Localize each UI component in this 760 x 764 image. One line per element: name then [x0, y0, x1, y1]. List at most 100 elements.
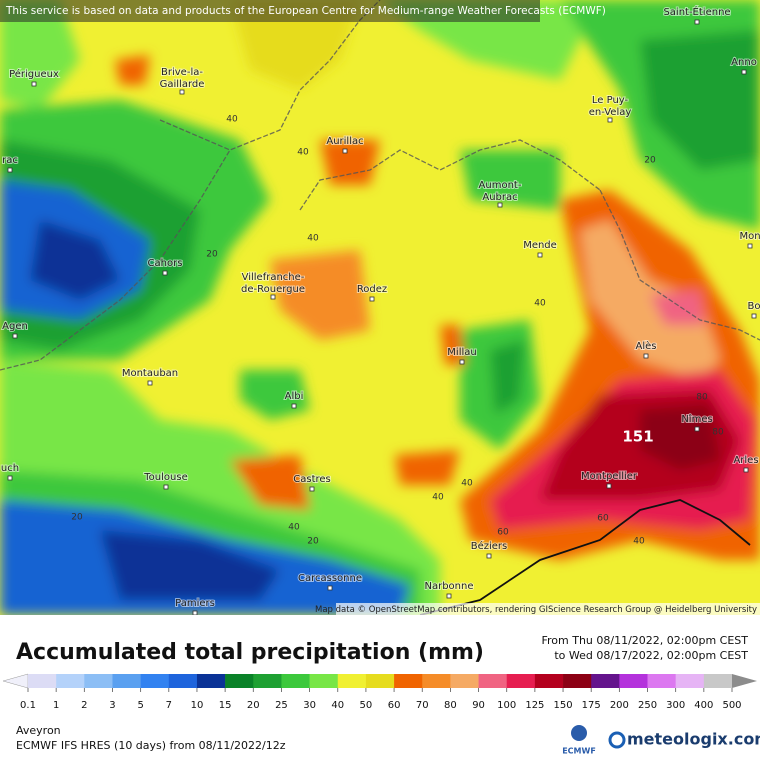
area — [230, 455, 310, 510]
border — [599, 189, 760, 341]
city-name: Brive-la-Gaillarde — [160, 67, 205, 90]
notice: This service is based on data and produc… — [5, 5, 606, 17]
scale-box — [478, 674, 508, 688]
period-from: From Thu 08/11/2022, 02:00pm CEST — [541, 634, 748, 647]
scale-box — [675, 674, 705, 688]
ecmwf-icon — [571, 725, 587, 741]
area — [640, 30, 760, 170]
scale-tick-label: 70 — [416, 700, 429, 711]
scale-box — [506, 674, 536, 688]
scale-tick-label: 90 — [472, 700, 485, 711]
city-name: Toulouse — [143, 472, 187, 483]
attribution-background — [336, 603, 760, 615]
scale-tick-label: 250 — [638, 700, 657, 711]
city-name: Pamiers — [175, 598, 215, 609]
border — [299, 139, 601, 211]
scale-box — [112, 674, 141, 688]
contour-label: 60 — [597, 514, 609, 524]
city-marker — [607, 117, 613, 123]
meteologix-logo: meteologix.com — [627, 730, 760, 749]
city-marker — [31, 81, 37, 87]
scale-box — [534, 674, 564, 688]
city-name: Montauban — [122, 368, 178, 379]
city-name: Rodez — [357, 284, 387, 295]
scale-box — [281, 674, 310, 688]
city-name: Anno — [731, 57, 757, 68]
scale-box — [563, 674, 592, 688]
city-marker — [694, 426, 700, 432]
city-name: Albi — [285, 391, 304, 402]
area — [230, 0, 360, 90]
scale-tick-label: 300 — [666, 700, 685, 711]
city-marker — [369, 296, 375, 302]
contour-label: 80 — [696, 393, 708, 403]
area — [440, 325, 465, 365]
contour-label: 20 — [71, 513, 83, 523]
scale-box — [196, 674, 226, 688]
city-name: Carcassonne — [298, 573, 362, 584]
scale-tick-label: 15 — [219, 700, 232, 711]
contour-label: 40 — [633, 537, 645, 547]
scale-tick-label: 500 — [722, 700, 741, 711]
contour-label: 40 — [226, 115, 238, 125]
notice-background — [0, 0, 540, 22]
area — [270, 250, 370, 340]
city-marker — [12, 333, 18, 339]
area — [640, 405, 720, 470]
color-scale: 0.1 1 2 3 5 7 10 15 20 25 30 40 50 60 70 80 90 100 125 150 1… — [2, 673, 757, 711]
city-marker — [162, 270, 168, 276]
scale-box — [619, 674, 648, 688]
city-marker — [446, 593, 452, 599]
city-name-line: Le Puy- — [592, 95, 629, 106]
cities: Saint-Étienne Anno Périgueux Brive-la-Gaill… — [0, 4, 760, 615]
scale-box — [591, 674, 620, 688]
city-marker — [459, 359, 465, 365]
contour-labels: 40 40 40 20 20 40 80 80 40 40 20 40 60 60 40 20 — [71, 115, 724, 547]
city-name: Saint-Étienne — [663, 5, 730, 18]
area — [580, 220, 720, 380]
city-marker — [741, 69, 747, 75]
contour-label: 20 — [206, 250, 218, 260]
city-name: Mende — [523, 240, 557, 251]
city-name-line: Aubrac — [482, 192, 517, 203]
scale-box — [225, 674, 254, 688]
scale-tick-label: 150 — [553, 700, 572, 711]
city-name: Aumont-Aubrac — [479, 180, 522, 203]
scale-tick-label: 2 — [81, 700, 87, 711]
scale-tick-label: 7 — [166, 700, 172, 711]
city-name: Nîmes — [681, 413, 712, 425]
scale-box — [394, 674, 423, 688]
city-name: Mon — [739, 231, 760, 242]
attribution: Map data © OpenStreetMap contributors, r… — [315, 605, 757, 615]
city-name: Castres — [293, 474, 331, 485]
city-marker — [606, 483, 612, 489]
area — [460, 150, 560, 210]
region: Aveyron — [16, 724, 61, 737]
city-name: Aurillac — [326, 136, 363, 147]
scale-box — [168, 674, 198, 688]
city-name: Agen — [2, 321, 28, 332]
scale-tick-label: 80 — [444, 700, 457, 711]
city-marker — [7, 475, 13, 481]
area — [30, 220, 120, 300]
city-marker — [179, 89, 185, 95]
area — [320, 140, 380, 185]
city-name: Le Puy-en-Velay — [589, 95, 632, 118]
contour-label: 40 — [307, 234, 319, 244]
city-name-line: Aumont- — [479, 180, 522, 191]
city-name: rac — [2, 155, 18, 166]
scale-tick-label: 400 — [694, 700, 713, 711]
city-name: Montpellier — [581, 471, 638, 482]
contour-label: 20 — [307, 537, 319, 547]
scale-box — [140, 674, 170, 688]
contour-label: 60 — [497, 528, 509, 538]
city-marker — [747, 243, 753, 249]
city-name-line: Villefranche- — [242, 272, 305, 283]
city-name: Narbonne — [424, 581, 473, 592]
city-name: Villefranche-de-Rouergue — [241, 272, 305, 295]
scale-tick-label: 175 — [582, 700, 601, 711]
city-marker — [643, 353, 649, 359]
scale-tick-label: 200 — [610, 700, 629, 711]
map: This service is based on data and produc… — [0, 0, 760, 615]
